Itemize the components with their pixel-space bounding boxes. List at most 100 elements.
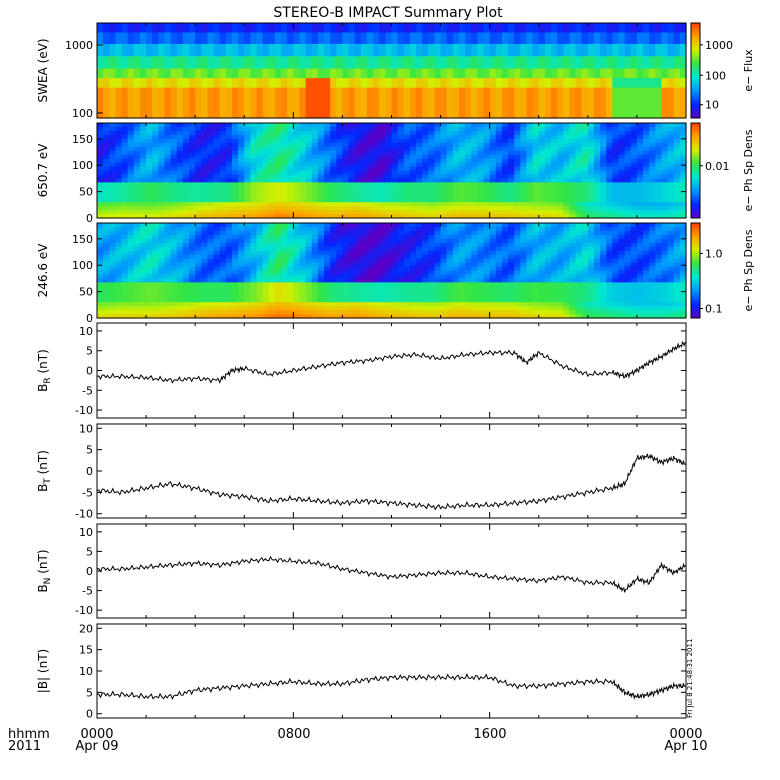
pad-cell: [133, 150, 141, 156]
pad-cell: [373, 286, 380, 291]
spectrogram-cell: [612, 87, 620, 119]
pad-cell: [551, 282, 558, 287]
pad-cell: [348, 298, 356, 303]
pad-cell: [477, 146, 485, 152]
pad-cell: [176, 178, 184, 183]
spectrogram-cell: [268, 43, 276, 57]
pad-cell: [225, 302, 233, 307]
pad-cell: [360, 314, 368, 319]
pad-cell: [403, 130, 411, 136]
pad-cell: [593, 166, 601, 172]
pad-cell: [483, 138, 491, 144]
pad-cell: [317, 123, 325, 128]
pad-cell: [133, 154, 141, 160]
spectrogram-cell: [189, 68, 196, 79]
pad-cell: [409, 154, 417, 160]
pad-cell: [164, 158, 172, 164]
spectrogram-cell: [514, 32, 521, 45]
pad-cell: [231, 262, 239, 268]
pad-cell: [520, 282, 528, 287]
pad-cell: [477, 202, 485, 207]
pad-cell: [195, 298, 202, 303]
pad-cell: [483, 250, 491, 256]
pad-cell: [581, 166, 589, 172]
pad-cell: [606, 198, 613, 203]
spectrogram-cell: [176, 68, 184, 79]
pad-cell: [667, 166, 675, 172]
pad-cell: [158, 123, 166, 128]
pad-cell: [182, 150, 190, 156]
pad-cell: [348, 242, 356, 248]
pad-cell: [600, 158, 607, 164]
pad-cell: [225, 146, 233, 152]
pad-cell: [256, 238, 264, 244]
pad-cell: [176, 274, 184, 280]
pad-cell: [624, 182, 632, 187]
pad-cell: [182, 274, 190, 280]
spectrogram-cell: [311, 56, 319, 70]
pad-cell: [489, 226, 497, 232]
pad-cell: [109, 198, 117, 203]
spectrogram-cell: [618, 56, 626, 70]
pad-cell: [170, 254, 178, 260]
pad-cell: [391, 190, 399, 195]
pad-cell: [489, 130, 497, 136]
pad-cell: [379, 310, 386, 315]
pad-cell: [305, 134, 313, 140]
pad-cell: [379, 302, 386, 307]
pad-cell: [544, 158, 552, 164]
pad-cell: [458, 310, 466, 315]
pad-cell: [250, 246, 258, 252]
pad-cell: [97, 250, 104, 256]
pad-cell: [477, 198, 485, 203]
pad-cell: [520, 146, 528, 152]
pad-cell: [575, 206, 583, 211]
pad-cell: [618, 214, 626, 219]
pad-cell: [281, 178, 288, 183]
pad-cell: [109, 166, 117, 172]
pad-cell: [324, 214, 331, 219]
pad-cell: [158, 234, 166, 240]
spectrogram-cell: [311, 23, 319, 34]
spectrogram-cell: [538, 43, 546, 57]
pad-cell: [391, 242, 399, 248]
spectrogram-cell: [532, 87, 540, 119]
pad-cell: [618, 162, 626, 168]
pad-cell: [508, 198, 515, 203]
pad-cell: [422, 126, 429, 132]
pad-cell: [287, 202, 294, 207]
spectrogram-cell: [213, 23, 221, 34]
spectrogram-cell: [465, 78, 472, 89]
pad-cell: [103, 262, 110, 268]
pad-cell: [446, 210, 454, 215]
pad-cell: [158, 126, 166, 132]
pad-cell: [97, 234, 104, 240]
pad-cell: [526, 210, 534, 215]
pad-cell: [452, 306, 460, 311]
pad-cell: [508, 286, 515, 291]
pad-cell: [109, 158, 117, 164]
pad-cell: [465, 150, 472, 156]
pad-cell: [207, 166, 215, 172]
pad-cell: [360, 238, 368, 244]
pad-cell: [366, 123, 374, 128]
pad-cell: [158, 146, 166, 152]
pad-cell: [262, 298, 270, 303]
pad-cell: [139, 138, 147, 144]
pad-cell: [115, 166, 123, 172]
pad-cell: [231, 258, 239, 264]
pad-cell: [551, 154, 558, 160]
pad-cell: [274, 310, 282, 315]
pad-cell: [189, 258, 196, 264]
pad-cell: [268, 306, 276, 311]
pad-cell: [244, 123, 251, 128]
pad-cell: [244, 262, 251, 268]
pad-cell: [587, 126, 595, 132]
spectrogram-cell: [397, 23, 405, 34]
pad-cell: [305, 130, 313, 136]
pad-cell: [201, 214, 209, 219]
pad-cell: [103, 182, 110, 187]
pad-cell: [649, 170, 656, 176]
pad-cell: [268, 170, 276, 176]
spectrogram-cell: [115, 23, 123, 34]
